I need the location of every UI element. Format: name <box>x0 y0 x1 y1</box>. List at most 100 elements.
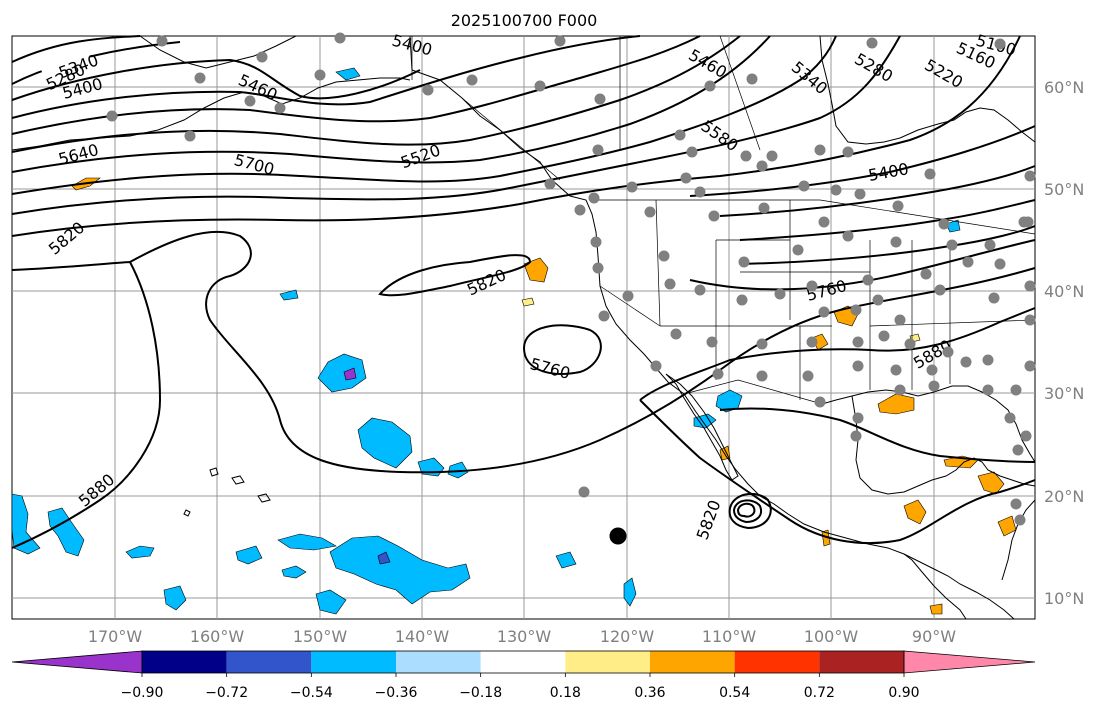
station-dot <box>534 80 546 92</box>
station-dot <box>924 168 936 180</box>
colorbar-tick-label: 0.18 <box>550 685 581 701</box>
colorbar-segment <box>819 651 904 673</box>
station-dot <box>622 290 634 302</box>
station-dot <box>1024 360 1036 372</box>
colorbar-tick-label: −0.54 <box>290 685 333 701</box>
station-dot <box>1024 170 1036 182</box>
colorbar-segment <box>734 651 820 673</box>
height-contours <box>11 35 1036 549</box>
station-dot <box>942 346 954 358</box>
station-dot <box>994 38 1006 50</box>
station-dot <box>894 384 906 396</box>
station-dot <box>792 244 804 256</box>
station-dot <box>872 294 884 306</box>
station-dot <box>814 396 826 408</box>
station-dot <box>694 284 706 296</box>
station-dot <box>184 130 196 142</box>
station-dot <box>854 188 866 200</box>
lon-label-110: 110°W <box>702 627 757 646</box>
station-dot <box>774 288 786 300</box>
colorbar: −0.90 −0.72 −0.54 −0.36 −0.18 0.18 0.36 0.54 0.7… <box>11 650 1036 701</box>
station-dot <box>422 84 434 96</box>
colorbar-segment <box>480 651 566 673</box>
station-dot <box>852 336 864 348</box>
colorbar-segment <box>565 651 650 673</box>
station-dot <box>934 284 946 296</box>
station-dot <box>890 236 902 248</box>
station-markers <box>106 32 1036 526</box>
colorbar-tick-label: 0.54 <box>719 685 750 701</box>
station-dot <box>590 236 602 248</box>
lat-label-50: 50°N <box>1044 180 1084 199</box>
station-dot <box>946 239 958 251</box>
station-dot <box>1010 384 1022 396</box>
station-dot <box>738 256 750 268</box>
borders <box>411 35 1036 405</box>
station-dot <box>106 110 118 122</box>
colorbar-tick-label: 0.36 <box>634 685 665 701</box>
station-dot <box>594 93 606 105</box>
station-dot <box>890 364 902 376</box>
station-dot <box>850 304 862 316</box>
station-dot <box>756 160 768 172</box>
station-dot <box>592 262 604 274</box>
station-dot <box>644 206 656 218</box>
station-dot <box>1014 514 1026 526</box>
station-dot <box>314 69 326 81</box>
station-dot <box>756 370 768 382</box>
station-dot <box>706 336 718 348</box>
station-dot <box>850 430 862 442</box>
station-dot <box>704 80 716 92</box>
station-dot <box>1010 498 1022 510</box>
station-dot <box>1024 314 1036 326</box>
station-dot <box>592 144 604 156</box>
colorbar-outline <box>141 650 905 674</box>
station-dot <box>892 200 904 212</box>
colorbar-tick-label: −0.90 <box>121 685 164 701</box>
station-dot <box>694 186 706 198</box>
colorbar-segment <box>396 651 481 673</box>
station-dot <box>814 144 826 156</box>
station-dot <box>256 51 268 63</box>
lon-label-90: 90°W <box>912 627 956 646</box>
station-dot <box>802 370 814 382</box>
station-dot <box>746 73 758 85</box>
station-dot <box>674 129 686 141</box>
station-dot <box>680 172 692 184</box>
station-dot <box>926 364 938 376</box>
station-dot <box>894 314 906 326</box>
colorbar-segment <box>226 651 312 673</box>
colorbar-extend-low <box>11 650 143 674</box>
colorbar-tick-label: −0.36 <box>375 685 418 701</box>
station-dot <box>1012 444 1024 456</box>
station-dot <box>758 202 770 214</box>
lat-label-30: 30°N <box>1044 384 1084 403</box>
station-dot <box>274 102 286 114</box>
lon-label-130: 130°W <box>497 627 552 646</box>
lon-label-140: 140°W <box>395 627 450 646</box>
station-dot <box>960 356 972 368</box>
lat-label-10: 10°N <box>1044 589 1084 608</box>
station-dot <box>626 181 638 193</box>
lon-label-170: 170°W <box>88 627 143 646</box>
lat-label-20: 20°N <box>1044 487 1084 506</box>
station-dot <box>1004 412 1016 424</box>
latitude-labels: 60°N 50°N 40°N 30°N 20°N 10°N <box>1044 78 1084 608</box>
lon-label-160: 160°W <box>190 627 245 646</box>
station-dot <box>664 278 676 290</box>
station-dot <box>574 204 586 216</box>
station-dot <box>862 274 874 286</box>
station-dot <box>766 150 778 162</box>
station-dot <box>920 268 932 280</box>
station-dot <box>866 37 878 49</box>
longitude-labels: 170°W 160°W 150°W 140°W 130°W 120°W 110°… <box>88 627 956 646</box>
station-dot <box>938 218 950 230</box>
station-dot <box>578 486 590 498</box>
station-dot <box>988 292 1000 304</box>
station-dot <box>544 178 556 190</box>
station-dot <box>994 258 1006 270</box>
colorbar-segment <box>142 651 227 673</box>
station-dot <box>806 336 818 348</box>
station-dot <box>806 280 818 292</box>
station-dot <box>588 192 600 204</box>
